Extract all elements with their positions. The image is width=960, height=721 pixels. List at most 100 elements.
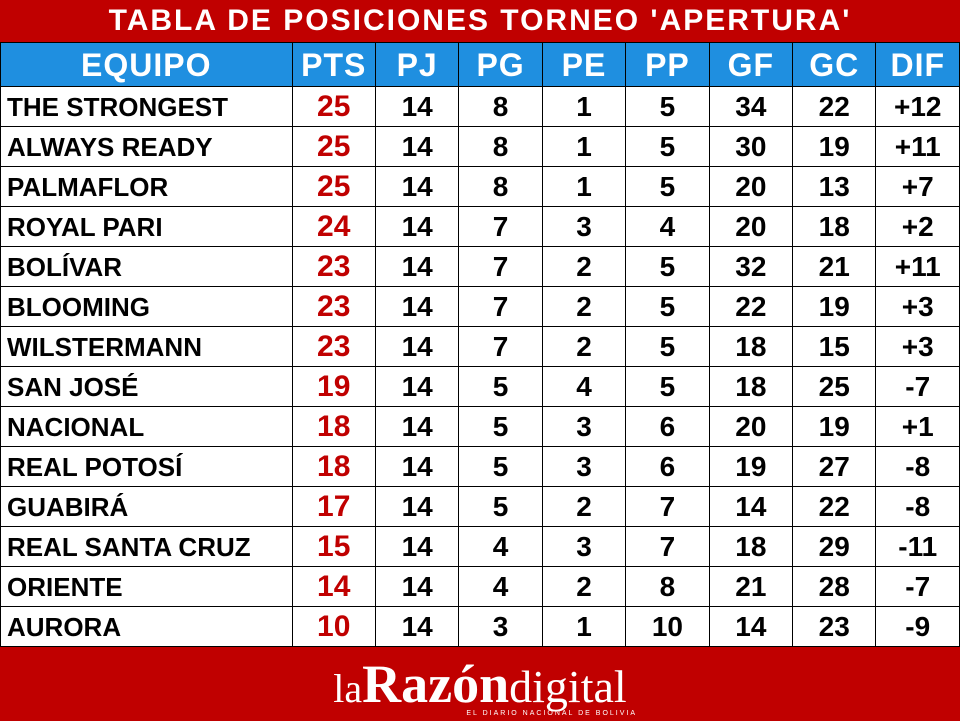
- pj-cell: 14: [375, 447, 458, 487]
- logo-digital: digital: [509, 661, 627, 712]
- table-row: ORIENTE14144282128-7: [1, 567, 960, 607]
- team-cell: GUABIRÁ: [1, 487, 293, 527]
- pp-cell: 5: [626, 367, 709, 407]
- publisher-logo: laRazóndigital: [333, 657, 626, 711]
- gc-cell: 29: [793, 527, 876, 567]
- pp-cell: 10: [626, 607, 709, 647]
- pp-cell: 7: [626, 527, 709, 567]
- pg-cell: 4: [459, 567, 542, 607]
- team-cell: REAL SANTA CRUZ: [1, 527, 293, 567]
- table-row: NACIONAL18145362019+1: [1, 407, 960, 447]
- team-cell: AURORA: [1, 607, 293, 647]
- dif-cell: -9: [876, 607, 960, 647]
- pj-cell: 14: [375, 127, 458, 167]
- gf-cell: 14: [709, 607, 792, 647]
- pts-cell: 25: [292, 87, 375, 127]
- gf-cell: 14: [709, 487, 792, 527]
- title-bar: TABLA DE POSICIONES TORNEO 'APERTURA': [0, 0, 960, 42]
- pg-cell: 7: [459, 247, 542, 287]
- pg-cell: 5: [459, 447, 542, 487]
- team-cell: ALWAYS READY: [1, 127, 293, 167]
- pg-cell: 5: [459, 487, 542, 527]
- pe-cell: 3: [542, 447, 625, 487]
- pg-cell: 8: [459, 167, 542, 207]
- header-row: EQUIPO PTS PJ PG PE PP GF GC DIF: [1, 43, 960, 87]
- gf-cell: 20: [709, 167, 792, 207]
- gc-cell: 27: [793, 447, 876, 487]
- pj-cell: 14: [375, 87, 458, 127]
- pj-cell: 14: [375, 607, 458, 647]
- dif-cell: +11: [876, 127, 960, 167]
- table-row: PALMAFLOR25148152013+7: [1, 167, 960, 207]
- col-gf: GF: [709, 43, 792, 87]
- pj-cell: 14: [375, 327, 458, 367]
- pg-cell: 8: [459, 127, 542, 167]
- pp-cell: 5: [626, 127, 709, 167]
- col-dif: DIF: [876, 43, 960, 87]
- team-cell: WILSTERMANN: [1, 327, 293, 367]
- col-gc: GC: [793, 43, 876, 87]
- dif-cell: -7: [876, 567, 960, 607]
- gf-cell: 20: [709, 407, 792, 447]
- dif-cell: +7: [876, 167, 960, 207]
- pts-cell: 18: [292, 407, 375, 447]
- gf-cell: 34: [709, 87, 792, 127]
- table-row: BOLÍVAR23147253221+11: [1, 247, 960, 287]
- table-row: ROYAL PARI24147342018+2: [1, 207, 960, 247]
- pts-cell: 19: [292, 367, 375, 407]
- gc-cell: 18: [793, 207, 876, 247]
- col-pj: PJ: [375, 43, 458, 87]
- gc-cell: 15: [793, 327, 876, 367]
- pts-cell: 23: [292, 327, 375, 367]
- logo-la: la: [333, 666, 362, 711]
- table-row: THE STRONGEST25148153422+12: [1, 87, 960, 127]
- gf-cell: 32: [709, 247, 792, 287]
- pj-cell: 14: [375, 247, 458, 287]
- col-pe: PE: [542, 43, 625, 87]
- table-row: WILSTERMANN23147251815+3: [1, 327, 960, 367]
- pp-cell: 6: [626, 407, 709, 447]
- page-title: TABLA DE POSICIONES TORNEO 'APERTURA': [109, 4, 852, 37]
- gc-cell: 22: [793, 87, 876, 127]
- pp-cell: 5: [626, 167, 709, 207]
- gc-cell: 22: [793, 487, 876, 527]
- pe-cell: 3: [542, 407, 625, 447]
- pts-cell: 24: [292, 207, 375, 247]
- pe-cell: 2: [542, 287, 625, 327]
- pj-cell: 14: [375, 287, 458, 327]
- pp-cell: 5: [626, 87, 709, 127]
- pg-cell: 7: [459, 287, 542, 327]
- gf-cell: 18: [709, 327, 792, 367]
- pj-cell: 14: [375, 167, 458, 207]
- dif-cell: +3: [876, 287, 960, 327]
- pg-cell: 3: [459, 607, 542, 647]
- team-cell: THE STRONGEST: [1, 87, 293, 127]
- gc-cell: 19: [793, 287, 876, 327]
- pj-cell: 14: [375, 567, 458, 607]
- gc-cell: 28: [793, 567, 876, 607]
- table-row: REAL POTOSÍ18145361927-8: [1, 447, 960, 487]
- table-row: BLOOMING23147252219+3: [1, 287, 960, 327]
- gc-cell: 23: [793, 607, 876, 647]
- pts-cell: 23: [292, 287, 375, 327]
- team-cell: NACIONAL: [1, 407, 293, 447]
- pe-cell: 2: [542, 487, 625, 527]
- dif-cell: +12: [876, 87, 960, 127]
- team-cell: REAL POTOSÍ: [1, 447, 293, 487]
- gc-cell: 13: [793, 167, 876, 207]
- table-row: ALWAYS READY25148153019+11: [1, 127, 960, 167]
- pts-cell: 25: [292, 167, 375, 207]
- team-cell: PALMAFLOR: [1, 167, 293, 207]
- gf-cell: 21: [709, 567, 792, 607]
- pe-cell: 1: [542, 127, 625, 167]
- gc-cell: 19: [793, 407, 876, 447]
- pj-cell: 14: [375, 487, 458, 527]
- pts-cell: 10: [292, 607, 375, 647]
- pj-cell: 14: [375, 207, 458, 247]
- dif-cell: +11: [876, 247, 960, 287]
- gf-cell: 22: [709, 287, 792, 327]
- pp-cell: 7: [626, 487, 709, 527]
- pg-cell: 5: [459, 407, 542, 447]
- pts-cell: 23: [292, 247, 375, 287]
- pts-cell: 17: [292, 487, 375, 527]
